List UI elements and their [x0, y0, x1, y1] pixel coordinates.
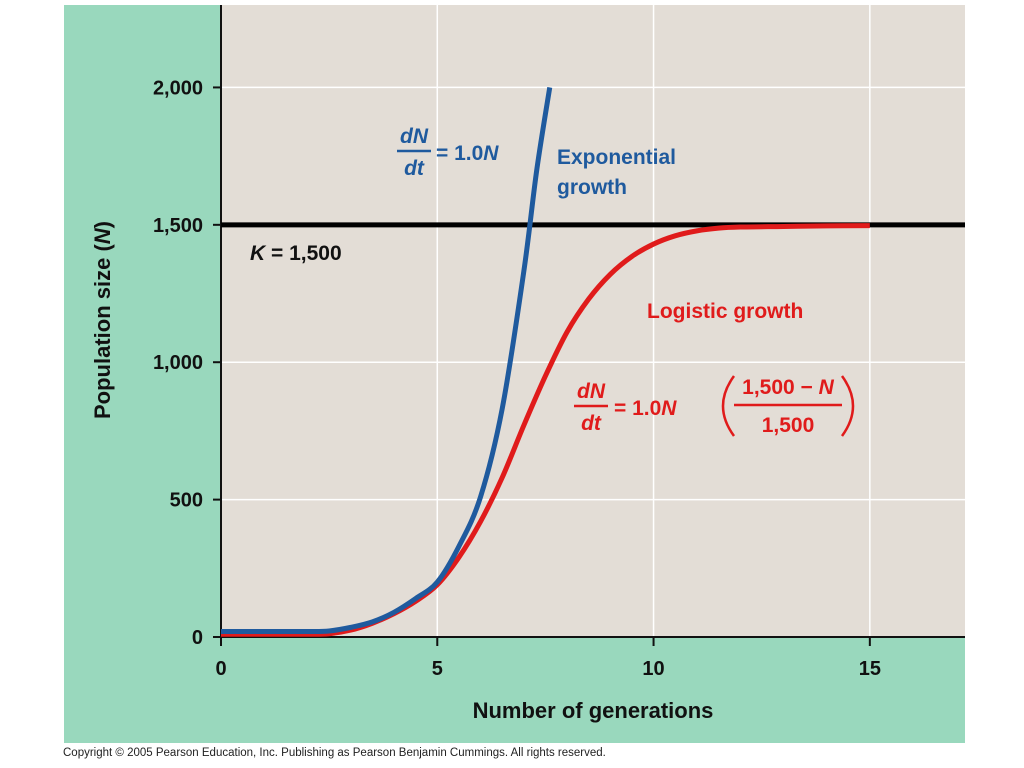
y-axis-title-close: ) [90, 221, 115, 228]
y-axis-title-main: Population size ( [90, 244, 115, 419]
log-eq-right-paren [840, 375, 855, 437]
plot-area-background [221, 5, 965, 637]
log-eq-dt: dt [581, 412, 602, 435]
x-tick-label: 10 [642, 658, 664, 680]
k-label-value: = 1,500 [265, 242, 341, 265]
exp-eq-rhs-var: N [483, 142, 499, 165]
y-tick-label: 1,500 [153, 215, 203, 237]
y-tick-label: 500 [170, 490, 203, 512]
axis-ticks: 0 500 1,000 1,500 2,000 0 5 10 15 [153, 77, 881, 680]
logistic-growth-curve [220, 223, 870, 637]
log-eq-rhs-num: = 1.0 [614, 397, 661, 420]
y-tick-label: 0 [192, 627, 203, 649]
k-label: K = 1,500 [250, 242, 342, 265]
exp-eq-rhs: = 1.0N [436, 142, 499, 165]
logistic-equation: dN dt = 1.0N 1,500 − N 1,500 [574, 375, 855, 437]
series-lines [220, 87, 870, 637]
log-eq-dn: dN [577, 380, 606, 403]
exponential-equation: dN dt = 1.0N [397, 125, 499, 180]
exp-eq-dn: dN [400, 125, 429, 148]
y-tick-label: 2,000 [153, 77, 203, 99]
log-eq-rhs: = 1.0N [614, 397, 677, 420]
x-tick-label: 15 [859, 658, 881, 680]
k-label-var: K [250, 242, 267, 265]
exponential-growth-label-line2: growth [557, 176, 627, 199]
log-eq-frac-denominator: 1,500 [762, 414, 815, 437]
log-eq-num-var: N [819, 376, 835, 399]
y-axis-title-var: N [90, 227, 115, 244]
exp-eq-dt: dt [404, 157, 425, 180]
y-axis-title: Population size (N) [90, 221, 115, 419]
copyright-notice: Copyright © 2005 Pearson Education, Inc.… [63, 747, 606, 759]
log-eq-frac-numerator: 1,500 − N [742, 376, 834, 399]
y-tick-label: 1,000 [153, 352, 203, 374]
log-eq-num-const: 1,500 − [742, 376, 818, 399]
exp-eq-rhs-num: = 1.0 [436, 142, 483, 165]
log-eq-rhs-var: N [661, 397, 677, 420]
log-eq-left-paren [721, 375, 736, 437]
logistic-growth-label: Logistic growth [647, 300, 803, 323]
exponential-growth-curve [221, 87, 553, 635]
x-tick-label: 0 [215, 658, 226, 680]
x-axis-title: Number of generations [473, 698, 714, 723]
exponential-growth-label: Exponential [557, 146, 676, 169]
x-tick-label: 5 [432, 658, 443, 680]
